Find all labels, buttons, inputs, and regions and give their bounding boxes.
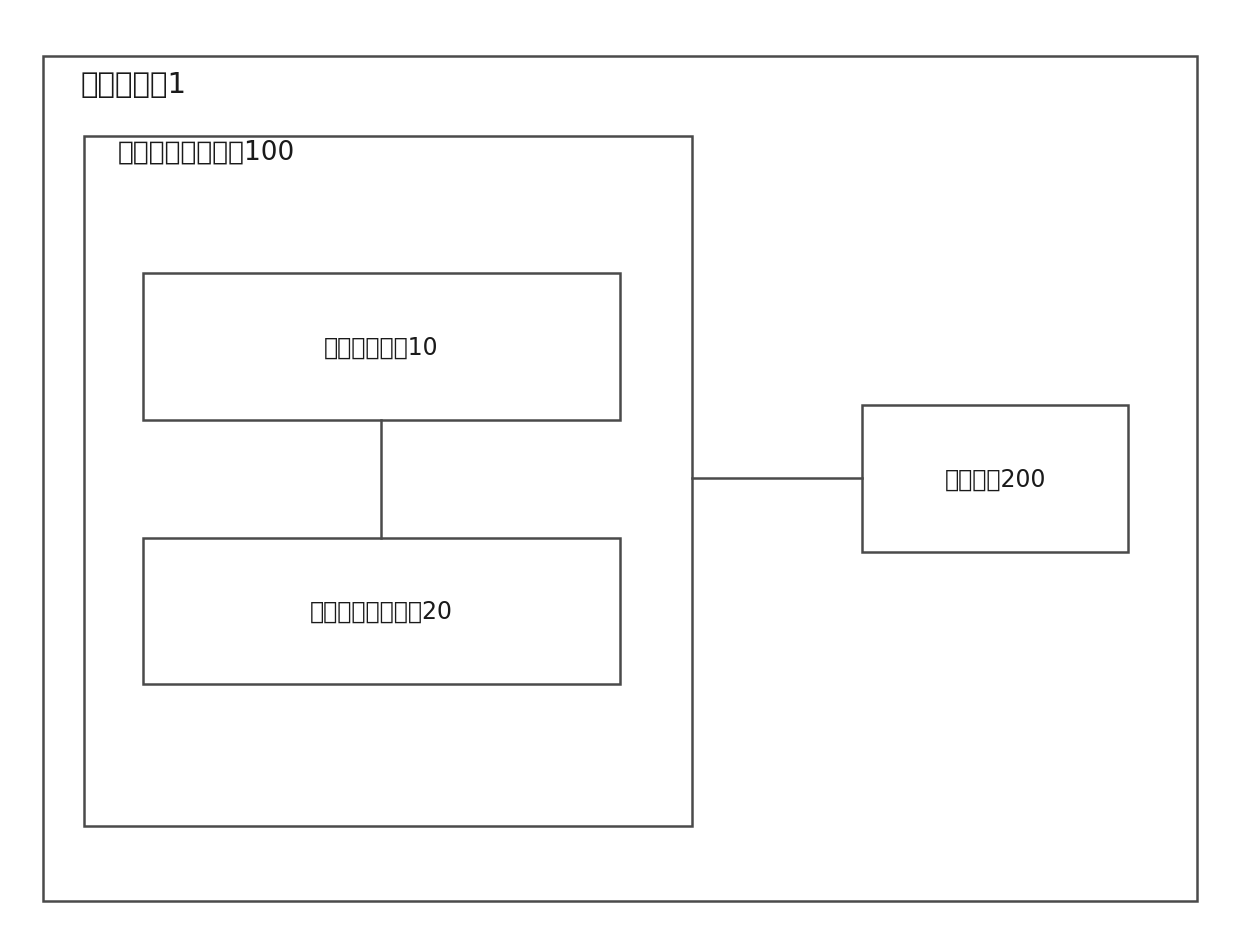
Text: 自动控制调节模块20: 自动控制调节模块20 bbox=[310, 599, 453, 623]
Bar bbox=[143, 538, 620, 684]
Bar bbox=[43, 57, 1197, 902]
Text: 旋耕自动调节系统100: 旋耕自动调节系统100 bbox=[118, 139, 295, 165]
Bar bbox=[862, 406, 1128, 552]
Text: 旋耕装缠200: 旋耕装缠200 bbox=[945, 467, 1045, 491]
Bar bbox=[84, 137, 692, 826]
Bar bbox=[143, 274, 620, 420]
Text: 辅助监测模块10: 辅助监测模块10 bbox=[324, 335, 439, 359]
Text: 自动旋耕机1: 自动旋耕机1 bbox=[81, 71, 187, 99]
